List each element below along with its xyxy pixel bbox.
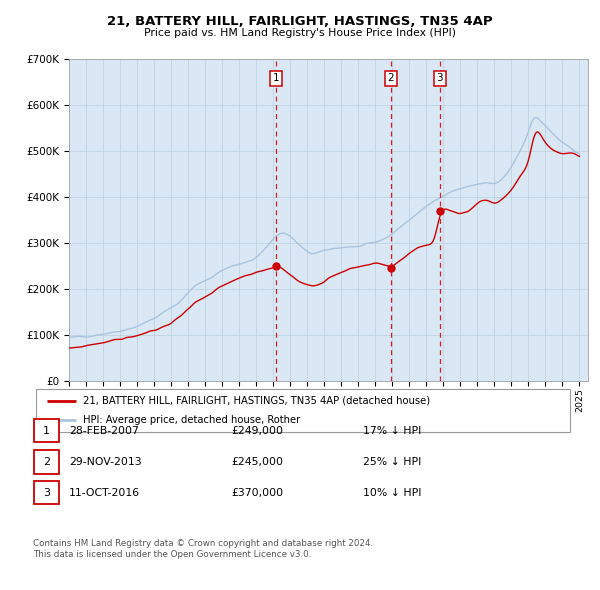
FancyBboxPatch shape [34,419,59,442]
Text: 21, BATTERY HILL, FAIRLIGHT, HASTINGS, TN35 4AP: 21, BATTERY HILL, FAIRLIGHT, HASTINGS, T… [107,15,493,28]
Text: Contains HM Land Registry data © Crown copyright and database right 2024.: Contains HM Land Registry data © Crown c… [33,539,373,548]
Text: This data is licensed under the Open Government Licence v3.0.: This data is licensed under the Open Gov… [33,550,311,559]
Text: £249,000: £249,000 [231,426,283,435]
Text: 21, BATTERY HILL, FAIRLIGHT, HASTINGS, TN35 4AP (detached house): 21, BATTERY HILL, FAIRLIGHT, HASTINGS, T… [83,396,430,406]
Text: HPI: Average price, detached house, Rother: HPI: Average price, detached house, Roth… [83,415,300,425]
Text: 17% ↓ HPI: 17% ↓ HPI [363,426,421,435]
Text: 28-FEB-2007: 28-FEB-2007 [69,426,139,435]
Text: £370,000: £370,000 [231,488,283,497]
FancyBboxPatch shape [34,450,59,474]
Text: £245,000: £245,000 [231,457,283,467]
FancyBboxPatch shape [34,481,59,504]
Text: 3: 3 [43,488,50,497]
Text: 3: 3 [436,74,443,83]
FancyBboxPatch shape [36,389,570,432]
Text: 10% ↓ HPI: 10% ↓ HPI [363,488,421,497]
Text: 11-OCT-2016: 11-OCT-2016 [69,488,140,497]
Text: 29-NOV-2013: 29-NOV-2013 [69,457,142,467]
Text: Price paid vs. HM Land Registry's House Price Index (HPI): Price paid vs. HM Land Registry's House … [144,28,456,38]
Text: 1: 1 [272,74,279,83]
Text: 25% ↓ HPI: 25% ↓ HPI [363,457,421,467]
Text: 2: 2 [43,457,50,467]
Text: 1: 1 [43,426,50,435]
Text: 2: 2 [388,74,394,83]
